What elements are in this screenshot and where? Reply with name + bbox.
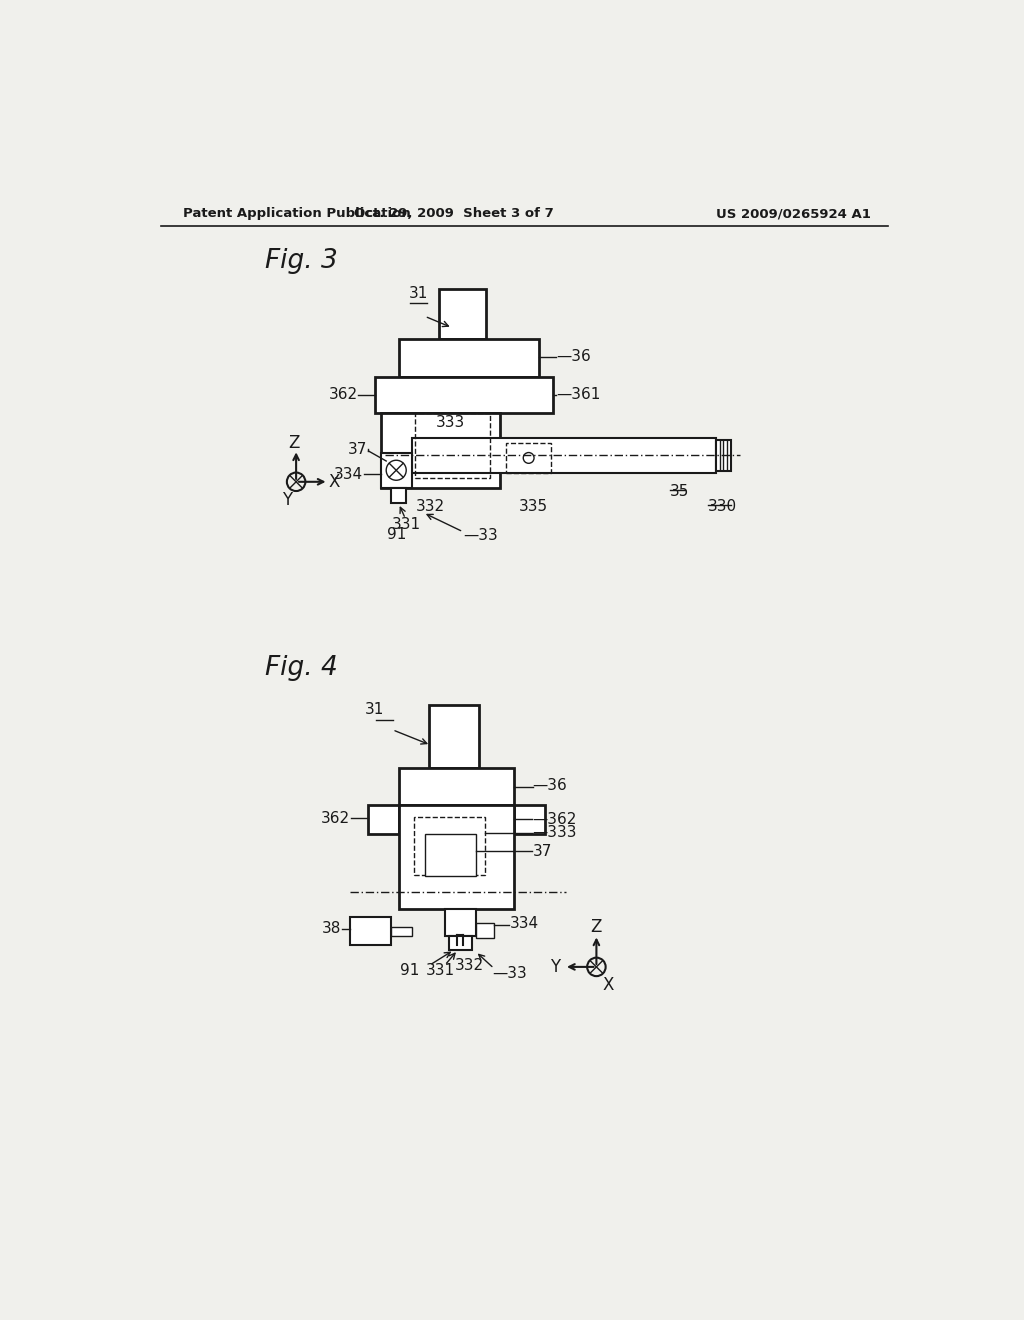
Bar [398, 768, 514, 805]
Bar [716, 441, 731, 471]
Text: —333: —333 [532, 825, 577, 841]
Text: X: X [329, 473, 340, 491]
Text: 362: 362 [329, 387, 357, 403]
Text: 31: 31 [409, 286, 428, 301]
Bar [376, 378, 553, 412]
Text: 37: 37 [347, 442, 367, 457]
Bar [398, 805, 514, 909]
Text: 38: 38 [322, 921, 341, 936]
Text: 331: 331 [426, 964, 455, 978]
Bar [398, 339, 539, 378]
Text: 334: 334 [510, 916, 540, 931]
Text: 334: 334 [334, 466, 364, 482]
Bar [381, 412, 500, 488]
Text: 91: 91 [386, 527, 406, 541]
Bar [368, 805, 398, 834]
Bar [381, 453, 412, 488]
Bar [449, 936, 472, 950]
Bar [416, 412, 490, 478]
Text: 330: 330 [708, 499, 737, 513]
Text: —362: —362 [532, 812, 577, 826]
Text: Fig. 4: Fig. 4 [265, 655, 338, 681]
Text: Fig. 3: Fig. 3 [265, 248, 338, 273]
Bar [414, 817, 484, 875]
Text: Z: Z [288, 434, 299, 453]
Text: Y: Y [282, 491, 292, 510]
Text: Patent Application Publication: Patent Application Publication [183, 207, 411, 220]
Bar [412, 438, 716, 473]
Text: 333: 333 [435, 414, 465, 430]
Text: —33: —33 [463, 528, 498, 544]
Text: Oct. 29, 2009  Sheet 3 of 7: Oct. 29, 2009 Sheet 3 of 7 [354, 207, 554, 220]
Text: 332: 332 [417, 499, 445, 513]
Text: —361: —361 [556, 387, 601, 403]
Text: US 2009/0265924 A1: US 2009/0265924 A1 [716, 207, 870, 220]
Bar [438, 289, 486, 339]
Bar [391, 488, 407, 503]
Text: 335: 335 [518, 499, 548, 513]
Text: 35: 35 [670, 483, 689, 499]
Bar [475, 923, 494, 937]
Text: 31: 31 [366, 702, 385, 717]
Bar [350, 917, 391, 945]
Text: 332: 332 [455, 958, 484, 973]
Bar [391, 927, 412, 936]
Text: —36: —36 [556, 348, 591, 364]
Bar [444, 909, 475, 936]
Text: Z: Z [591, 917, 602, 936]
Text: 37: 37 [532, 843, 552, 859]
Bar [506, 444, 551, 473]
Bar [514, 805, 545, 834]
Text: X: X [602, 977, 614, 994]
Text: Y: Y [550, 958, 560, 975]
Bar [429, 705, 478, 768]
Text: —36: —36 [532, 779, 567, 793]
Text: —33: —33 [493, 965, 527, 981]
Bar [425, 834, 475, 876]
Text: 331: 331 [391, 516, 421, 532]
Text: 91: 91 [400, 964, 419, 978]
Text: 362: 362 [321, 810, 350, 826]
